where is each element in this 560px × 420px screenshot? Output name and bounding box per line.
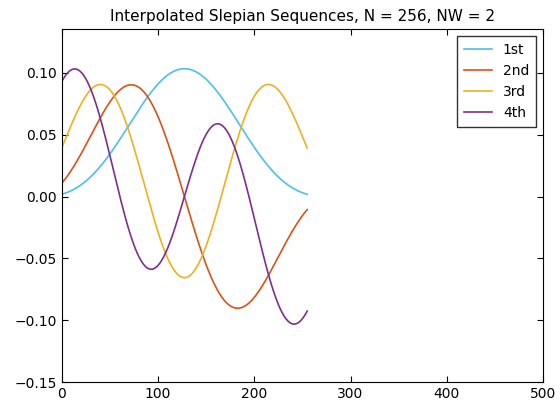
2nd <box>180 192 187 197</box>
1st <box>58 192 65 197</box>
3rd <box>259 84 265 89</box>
2nd <box>304 207 311 212</box>
4th <box>180 196 187 201</box>
4th <box>72 66 78 71</box>
2nd <box>136 85 143 90</box>
3rd <box>180 275 186 280</box>
1st <box>181 66 188 71</box>
1st <box>180 66 186 71</box>
3rd <box>181 275 188 280</box>
1st <box>304 192 311 197</box>
3rd <box>136 161 142 166</box>
2nd <box>153 110 160 115</box>
Line: 4th: 4th <box>62 69 307 324</box>
3rd <box>152 220 158 225</box>
3rd <box>58 146 65 151</box>
2nd <box>58 181 65 186</box>
3rd <box>304 146 311 151</box>
4th <box>259 247 265 252</box>
1st <box>149 89 156 94</box>
2nd <box>259 282 266 287</box>
2nd <box>166 145 173 150</box>
4th <box>136 256 143 261</box>
Line: 3rd: 3rd <box>62 84 307 278</box>
3rd <box>265 82 272 87</box>
Legend: 1st, 2nd, 3rd, 4th: 1st, 2nd, 3rd, 4th <box>457 37 536 127</box>
4th <box>166 241 173 246</box>
Line: 1st: 1st <box>62 69 307 194</box>
3rd <box>149 210 156 215</box>
2nd <box>235 306 241 311</box>
1st <box>152 85 158 90</box>
3rd <box>165 257 172 262</box>
1st <box>259 155 265 160</box>
4th <box>291 322 297 327</box>
2nd <box>150 104 156 109</box>
1st <box>136 108 142 113</box>
4th <box>304 309 311 314</box>
4th <box>153 265 160 270</box>
4th <box>58 79 65 84</box>
Title: Interpolated Slepian Sequences, N = 256, NW = 2: Interpolated Slepian Sequences, N = 256,… <box>110 9 495 24</box>
1st <box>165 72 172 77</box>
4th <box>150 266 156 271</box>
2nd <box>128 82 134 87</box>
Line: 2nd: 2nd <box>62 85 307 308</box>
